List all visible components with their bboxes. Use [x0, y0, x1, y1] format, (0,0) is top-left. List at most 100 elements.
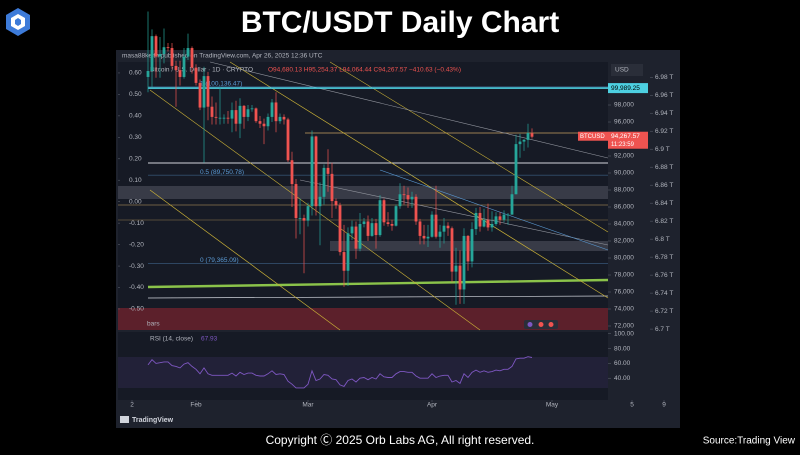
candle-body — [322, 167, 326, 197]
candle-body — [506, 214, 510, 216]
x-tick-label: 5 — [630, 402, 634, 409]
candle-body — [530, 133, 534, 137]
candle-body — [278, 116, 282, 122]
candle-body — [226, 117, 230, 119]
slide-title: BTC/USDT Daily Chart — [241, 6, 559, 39]
last-name-box — [578, 131, 608, 141]
left-tick-label: -0.50 — [129, 306, 144, 313]
left-tick-label: 0.50 — [129, 91, 142, 98]
candle-body — [270, 102, 274, 117]
candle-body — [286, 119, 290, 161]
candle-body — [274, 102, 278, 122]
rsi-name: RSI (14, close) — [150, 336, 193, 343]
candle-body — [402, 194, 406, 196]
left-tick-label: 0.20 — [129, 155, 142, 162]
candle-body — [434, 214, 438, 237]
rsi-pane — [118, 332, 608, 400]
candle-body — [254, 108, 258, 122]
cap-tick-label: 6.9 T — [655, 146, 670, 153]
candle-body — [522, 139, 526, 142]
candle-body — [202, 76, 206, 108]
rsi-tick-label: 80.00 — [614, 345, 631, 352]
candle-body — [146, 71, 150, 77]
candle-body — [454, 265, 458, 272]
candle-body — [374, 223, 378, 236]
candle-body — [414, 196, 418, 222]
candle-body — [234, 110, 238, 124]
candle-body — [526, 133, 530, 140]
candle-body — [470, 229, 474, 262]
candle-body — [358, 224, 362, 249]
left-tick-label: 0.10 — [129, 177, 142, 184]
candle-body — [346, 233, 350, 271]
candle-body — [186, 48, 190, 57]
candle-body — [378, 200, 382, 236]
cap-tick-label: 6.76 T — [655, 272, 673, 279]
candle-body — [230, 110, 234, 119]
candle-body — [494, 216, 498, 225]
candle-body — [250, 108, 254, 110]
price-tick-label: 86,000 — [614, 204, 634, 211]
fib-label: 1 (100,136.47) — [200, 81, 242, 88]
cap-tick-label: 6.98 T — [655, 74, 673, 81]
brand-name: TradingView — [132, 417, 174, 424]
candle-body — [382, 200, 386, 223]
rsi-line — [147, 356, 533, 389]
left-tick-label: 0.60 — [129, 70, 142, 77]
price-tick-label: 74,000 — [614, 306, 634, 313]
copyright: Copyright Ⓒ 2025 Orb Labs AG, All right … — [266, 433, 535, 447]
left-tick-label: -0.20 — [129, 241, 144, 248]
price-line-box — [608, 83, 648, 94]
candle-body — [458, 265, 462, 290]
candle-body — [198, 82, 202, 108]
price-tick-label: 98,000 — [614, 102, 634, 109]
candle-body — [178, 70, 182, 77]
cap-tick-label: 6.8 T — [655, 236, 670, 243]
rsi-tick-label: 40.00 — [614, 375, 631, 382]
candle-body — [406, 195, 410, 200]
candle-body — [370, 223, 374, 236]
candle-body — [394, 206, 398, 226]
candle-body — [442, 225, 446, 232]
candle-body — [182, 56, 186, 77]
x-tick-label: 9 — [662, 402, 666, 409]
candle-body — [246, 109, 250, 117]
x-tick-label: Feb — [190, 402, 202, 409]
candle-body — [386, 222, 390, 225]
candle-body — [306, 206, 310, 221]
cap-tick-label: 6.82 T — [655, 218, 673, 225]
candle-body — [290, 160, 294, 185]
cap-tick-label: 6.92 T — [655, 128, 673, 135]
left-tick-label: -0.10 — [129, 220, 144, 227]
rsi-band — [118, 357, 608, 388]
candle-body — [242, 105, 246, 117]
left-tick-label: 0.30 — [129, 134, 142, 141]
candle-body — [222, 117, 226, 119]
candle-body — [514, 144, 518, 195]
left-tick-label: -0.30 — [129, 263, 144, 270]
last-name: BTCUSD — [580, 134, 605, 140]
candle-body — [166, 47, 170, 49]
candle-body — [422, 235, 426, 239]
price-tick-label: 78,000 — [614, 272, 634, 279]
candle-body — [362, 221, 366, 225]
bars-label: bars — [147, 321, 160, 328]
candle-body — [302, 218, 306, 221]
last-price-box — [608, 131, 648, 149]
publisher-text: masa88keith published on TradingView.com… — [122, 53, 323, 60]
candle-body — [326, 167, 330, 174]
cap-tick-label: 6.88 T — [655, 164, 673, 171]
price-tick-label: 92,000 — [614, 153, 634, 160]
x-tick-label: Mar — [302, 402, 314, 409]
candle-body — [210, 106, 214, 117]
candle-body — [350, 226, 354, 234]
candle-body — [190, 48, 194, 68]
candle-body — [330, 173, 334, 202]
candle-body — [174, 65, 178, 71]
candle-body — [502, 214, 506, 220]
candle-body — [478, 212, 482, 227]
cap-tick-label: 6.84 T — [655, 200, 673, 207]
cap-tick-label: 6.96 T — [655, 92, 673, 99]
